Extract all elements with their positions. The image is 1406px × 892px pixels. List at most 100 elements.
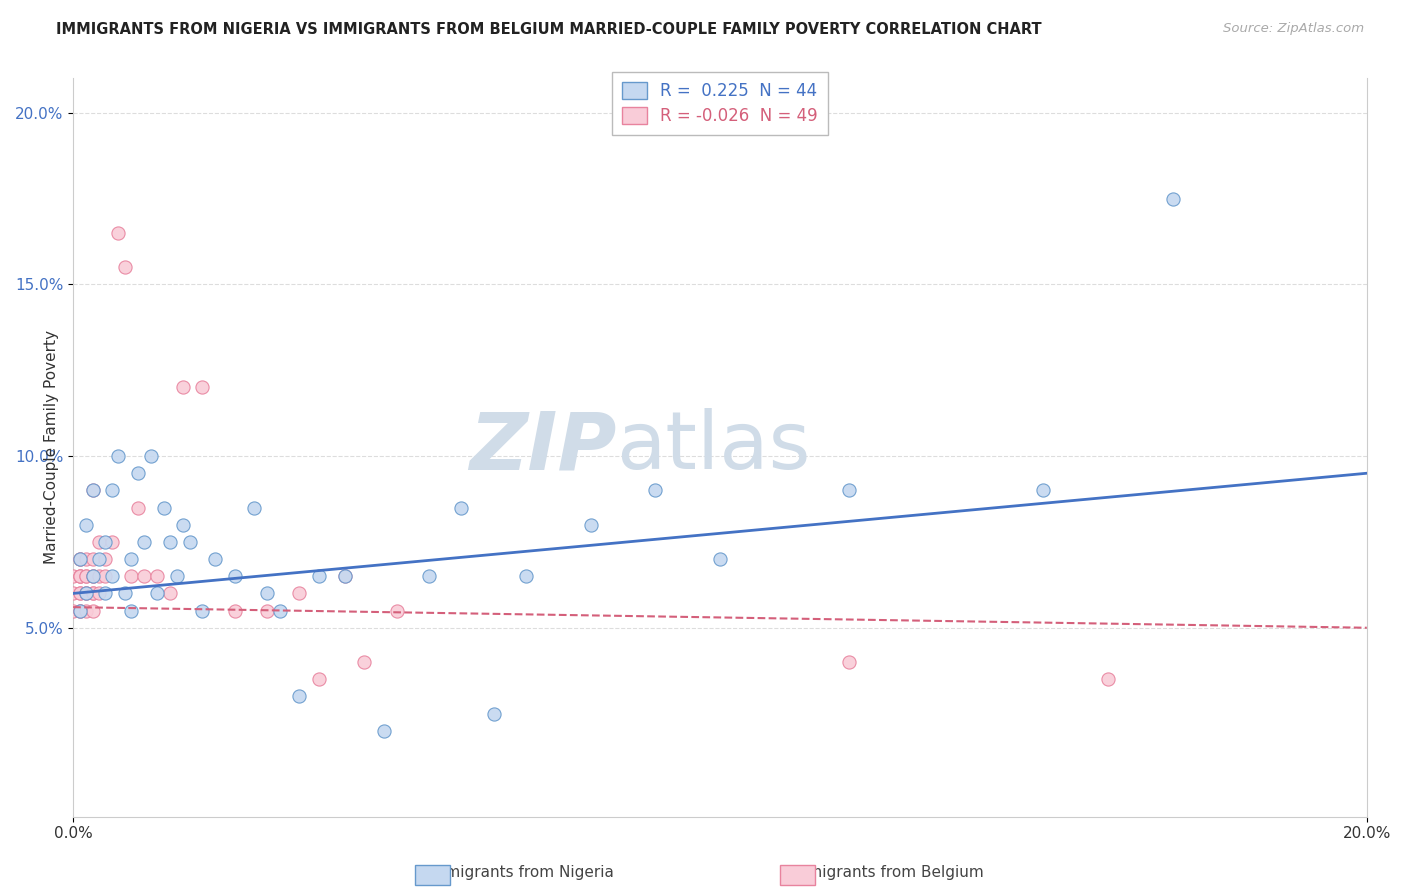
Point	[224, 604, 246, 618]
Point	[94, 569, 117, 583]
Point	[204, 552, 226, 566]
Point	[107, 226, 129, 240]
Point	[120, 552, 142, 566]
Point	[353, 655, 375, 669]
Point	[87, 552, 110, 566]
Point	[101, 483, 124, 498]
Point	[94, 552, 117, 566]
Point	[101, 569, 124, 583]
Point	[1097, 672, 1119, 686]
Point	[75, 517, 97, 532]
Point	[838, 483, 860, 498]
Point	[256, 604, 278, 618]
Point	[159, 535, 181, 549]
Text: ZIP: ZIP	[470, 409, 616, 486]
Point	[146, 569, 169, 583]
Y-axis label: Married-Couple Family Poverty: Married-Couple Family Poverty	[44, 331, 59, 565]
Point	[82, 586, 104, 600]
Point	[62, 569, 84, 583]
Point	[172, 517, 194, 532]
Point	[94, 586, 117, 600]
Point	[69, 569, 91, 583]
Point	[69, 604, 91, 618]
Point	[82, 569, 104, 583]
Point	[114, 260, 136, 275]
Point	[82, 483, 104, 498]
Point	[82, 552, 104, 566]
Point	[87, 586, 110, 600]
Point	[418, 569, 440, 583]
Point	[69, 586, 91, 600]
Point	[75, 569, 97, 583]
Point	[134, 535, 156, 549]
Point	[333, 569, 356, 583]
Point	[75, 586, 97, 600]
Point	[166, 569, 188, 583]
Point	[333, 569, 356, 583]
Point	[579, 517, 602, 532]
Point	[62, 604, 84, 618]
Point	[69, 552, 91, 566]
Point	[373, 723, 395, 738]
Point	[62, 586, 84, 600]
Point	[644, 483, 666, 498]
Point	[87, 535, 110, 549]
Point	[87, 569, 110, 583]
Point	[120, 569, 142, 583]
Point	[515, 569, 537, 583]
Point	[256, 586, 278, 600]
Point	[308, 672, 330, 686]
Point	[75, 569, 97, 583]
Point	[191, 380, 214, 394]
Text: Immigrants from Nigeria: Immigrants from Nigeria	[426, 865, 614, 880]
Point	[159, 586, 181, 600]
Point	[82, 586, 104, 600]
Point	[224, 569, 246, 583]
Point	[82, 483, 104, 498]
Point	[75, 604, 97, 618]
Point	[69, 569, 91, 583]
Point	[191, 604, 214, 618]
Point	[82, 604, 104, 618]
Point	[134, 569, 156, 583]
Text: IMMIGRANTS FROM NIGERIA VS IMMIGRANTS FROM BELGIUM MARRIED-COUPLE FAMILY POVERTY: IMMIGRANTS FROM NIGERIA VS IMMIGRANTS FR…	[56, 22, 1042, 37]
Legend: R =  0.225  N = 44, R = -0.026  N = 49: R = 0.225 N = 44, R = -0.026 N = 49	[612, 72, 828, 135]
Point	[75, 552, 97, 566]
Text: Source: ZipAtlas.com: Source: ZipAtlas.com	[1223, 22, 1364, 36]
Point	[101, 535, 124, 549]
Point	[152, 500, 174, 515]
Point	[139, 449, 162, 463]
Point	[243, 500, 266, 515]
Point	[69, 552, 91, 566]
Point	[709, 552, 731, 566]
Point	[146, 586, 169, 600]
Point	[69, 569, 91, 583]
Point	[179, 535, 201, 549]
Point	[127, 467, 149, 481]
Point	[172, 380, 194, 394]
Point	[288, 690, 311, 704]
Text: atlas: atlas	[616, 409, 811, 486]
Point	[838, 655, 860, 669]
Point	[75, 586, 97, 600]
Point	[75, 586, 97, 600]
Point	[120, 604, 142, 618]
Point	[1161, 192, 1184, 206]
Point	[94, 535, 117, 549]
Point	[385, 604, 408, 618]
Point	[69, 586, 91, 600]
Point	[269, 604, 291, 618]
Point	[127, 500, 149, 515]
Point	[308, 569, 330, 583]
Point	[82, 569, 104, 583]
Point	[114, 586, 136, 600]
Point	[69, 604, 91, 618]
Point	[482, 706, 505, 721]
Point	[82, 569, 104, 583]
Point	[1032, 483, 1054, 498]
Point	[69, 552, 91, 566]
Point	[288, 586, 311, 600]
Text: Immigrants from Belgium: Immigrants from Belgium	[787, 865, 984, 880]
Point	[107, 449, 129, 463]
Point	[450, 500, 472, 515]
